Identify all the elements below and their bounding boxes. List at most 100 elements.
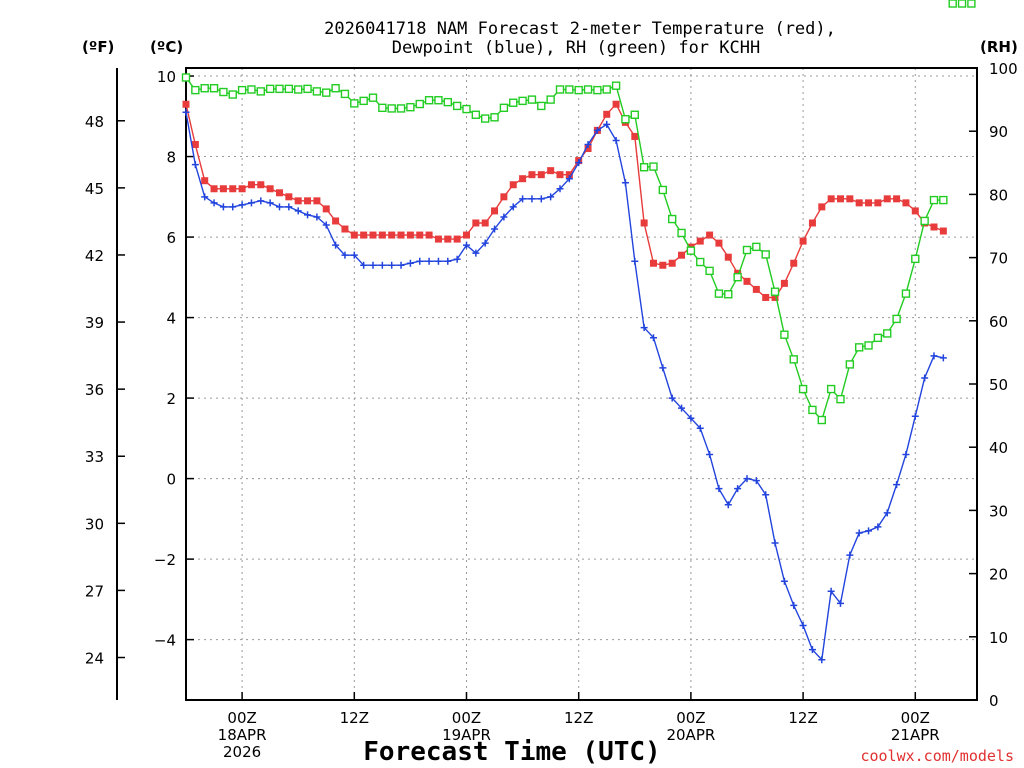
dewpoint-point: [472, 249, 480, 257]
dewpoint-point: [360, 261, 368, 269]
rh-point: [406, 102, 415, 112]
rh-point: [948, 0, 957, 8]
temperature-point: [350, 231, 358, 239]
dewpoint-point: [565, 175, 573, 183]
rh-point: [293, 85, 303, 94]
rh-point: [499, 103, 509, 113]
dewpoint-point: [790, 601, 798, 609]
rh-point: [331, 84, 340, 93]
temperature-point: [565, 171, 573, 179]
celsius-tick-label: −4: [154, 632, 176, 650]
dewpoint-point: [762, 491, 770, 499]
dewpoint-point: [640, 324, 648, 332]
fahrenheit-tick-label: 30: [85, 515, 104, 533]
dewpoint-point: [294, 207, 302, 215]
rh-point: [929, 195, 939, 205]
rh-unit-label: (RH): [980, 38, 1018, 56]
rh-tick-label: 40: [989, 439, 1008, 457]
dewpoint-point: [219, 203, 227, 211]
rh-point: [509, 98, 518, 107]
temperature-point: [724, 253, 732, 261]
time-tick-label: 00Z: [227, 709, 256, 727]
temperature-point: [836, 195, 844, 203]
dewpoint-point: [883, 509, 891, 517]
temperature-point: [762, 293, 770, 301]
time-tick-label: 20APR: [666, 726, 715, 744]
temperature-point: [547, 167, 555, 175]
dewpoint-point: [201, 193, 209, 201]
rh-point: [387, 104, 396, 113]
rh-point: [518, 96, 527, 106]
rh-tick-label: 100: [989, 60, 1018, 78]
dewpoint-point: [865, 527, 873, 535]
temperature-point: [865, 199, 873, 207]
axis-ticks: 1086420−2−448454239363330272410090807060…: [85, 60, 1018, 761]
temperature-point: [537, 171, 545, 179]
temperature-point: [752, 285, 760, 293]
rh-point: [724, 290, 733, 299]
celsius-tick-label: 8: [166, 149, 176, 167]
dewpoint-point: [257, 197, 265, 205]
time-tick-label: 12Z: [340, 709, 369, 727]
dewpoint-point: [659, 364, 667, 372]
temperature-point: [397, 231, 405, 239]
data-series: [181, 0, 976, 664]
rh-markers: [181, 0, 976, 425]
rh-point: [845, 360, 855, 369]
celsius-tick-label: 2: [166, 390, 176, 408]
dewpoint-point: [509, 203, 517, 211]
fahrenheit-tick-label: 33: [85, 448, 104, 466]
rh-point: [752, 242, 761, 252]
fahrenheit-tick-label: 36: [85, 381, 104, 399]
rh-tick-label: 0: [989, 692, 999, 710]
celsius-unit-label: (ºC): [150, 38, 183, 56]
dewpoint-point: [724, 501, 732, 509]
dewpoint-point: [453, 255, 461, 263]
rh-point: [789, 355, 798, 364]
rh-point: [658, 185, 668, 195]
rh-point: [677, 228, 686, 238]
temperature-point: [631, 132, 639, 140]
rh-tick-label: 70: [989, 250, 1008, 268]
dewpoint-point: [285, 203, 293, 211]
temperature-point: [696, 237, 704, 245]
rh-point: [350, 99, 359, 108]
rh-point: [864, 341, 873, 350]
rh-point: [434, 96, 443, 105]
rh-point: [368, 93, 378, 102]
rh-series-line: [185, 77, 944, 422]
rh-point: [471, 110, 481, 119]
dewpoint-point: [462, 241, 470, 249]
rh-point: [574, 85, 583, 95]
temperature-point: [491, 207, 499, 215]
dewpoint-point: [649, 334, 657, 342]
rh-point: [340, 89, 350, 99]
rh-point: [602, 85, 611, 94]
rh-point: [583, 85, 593, 94]
rh-point: [957, 0, 967, 8]
temperature-point: [304, 197, 312, 205]
temperature-point: [790, 259, 798, 267]
time-tick-label: 00Z: [452, 709, 481, 727]
temperature-point: [462, 231, 470, 239]
temperature-point: [313, 197, 321, 205]
temperature-point: [182, 100, 190, 108]
temperature-point: [191, 140, 199, 148]
dewpoint-point: [780, 577, 788, 585]
rh-point: [696, 257, 705, 267]
dewpoint-point: [229, 203, 237, 211]
dewpoint-point: [752, 477, 760, 485]
rh-point: [284, 84, 294, 94]
dewpoint-point: [519, 195, 527, 203]
dewpoint-point: [491, 225, 499, 233]
rh-tick-label: 20: [989, 566, 1008, 584]
time-tick-label: 12Z: [564, 709, 593, 727]
temperature-point: [939, 227, 947, 235]
rh-point: [611, 81, 621, 90]
dewpoint-point: [621, 179, 629, 187]
temperature-point: [612, 100, 620, 108]
dewpoint-point: [603, 120, 611, 128]
temperature-point: [275, 189, 283, 197]
rh-point: [228, 90, 237, 99]
